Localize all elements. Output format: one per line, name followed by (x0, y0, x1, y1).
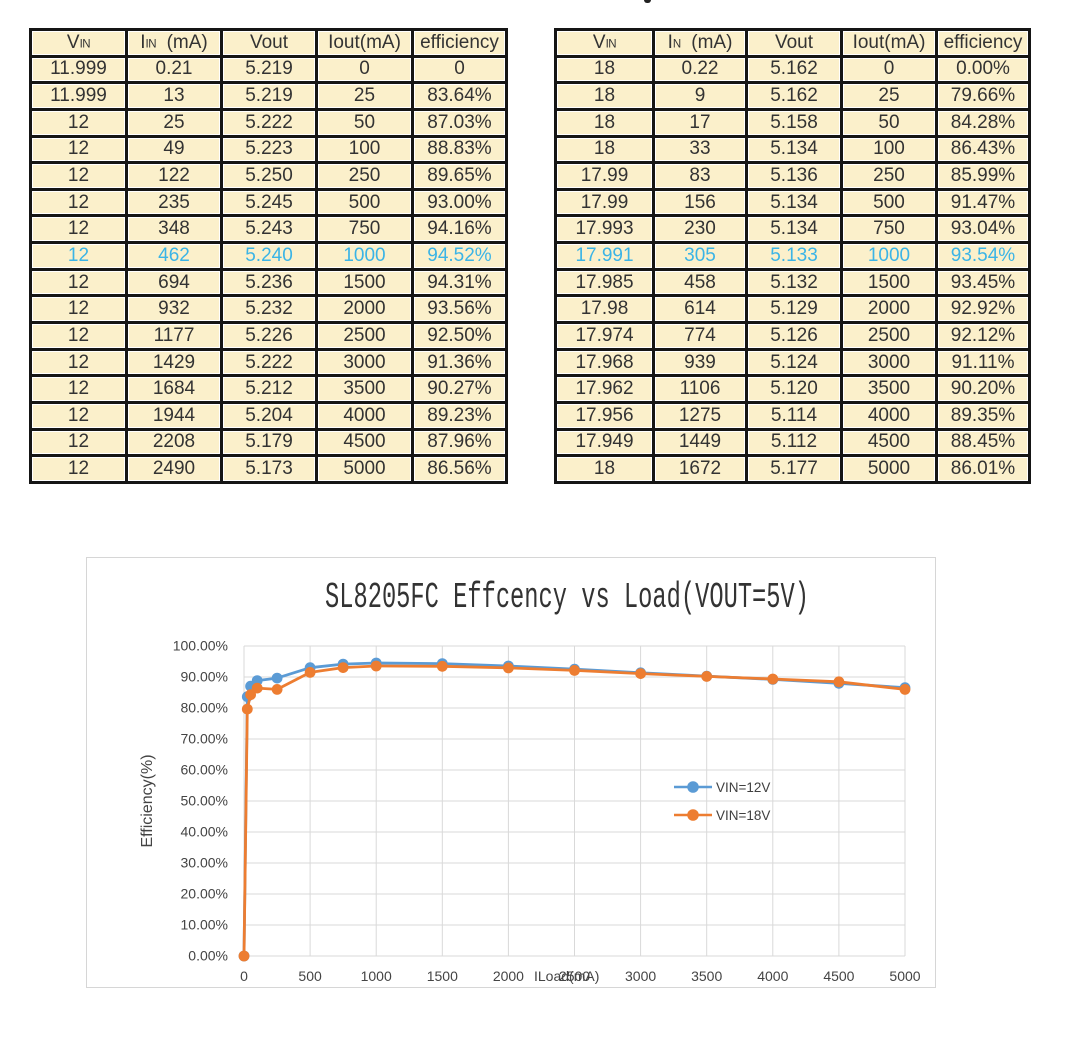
svg-text:ILoad(mA): ILoad(mA) (534, 968, 599, 984)
svg-text:VIN=18V: VIN=18V (716, 808, 770, 823)
svg-text:500: 500 (298, 968, 322, 984)
svg-text:3500: 3500 (691, 968, 722, 984)
svg-text:5000: 5000 (889, 968, 920, 984)
svg-text:10.00%: 10.00% (181, 917, 228, 933)
svg-text:20.00%: 20.00% (181, 886, 228, 902)
svg-text:30.00%: 30.00% (181, 855, 228, 871)
svg-text:4500: 4500 (823, 968, 854, 984)
svg-text:1500: 1500 (427, 968, 458, 984)
svg-text:90.00%: 90.00% (181, 669, 228, 685)
svg-text:SL8205FC Effcency vs Load(VOUT: SL8205FC Effcency vs Load(VOUT=5V) (325, 577, 809, 618)
svg-text:0: 0 (240, 968, 248, 984)
svg-text:80.00%: 80.00% (181, 700, 228, 716)
svg-text:0.00%: 0.00% (188, 948, 228, 964)
svg-text:60.00%: 60.00% (181, 762, 228, 778)
svg-text:70.00%: 70.00% (181, 731, 228, 747)
svg-text:100.00%: 100.00% (173, 638, 228, 654)
svg-text:Efficiency(%): Efficiency(%) (139, 754, 156, 847)
svg-text:1000: 1000 (361, 968, 392, 984)
svg-text:2500: 2500 (559, 968, 590, 984)
svg-text:40.00%: 40.00% (181, 824, 228, 840)
svg-text:50.00%: 50.00% (181, 793, 228, 809)
svg-text:3000: 3000 (625, 968, 656, 984)
svg-text:2000: 2000 (493, 968, 524, 984)
svg-text:VIN=12V: VIN=12V (716, 780, 770, 795)
svg-text:4000: 4000 (757, 968, 788, 984)
